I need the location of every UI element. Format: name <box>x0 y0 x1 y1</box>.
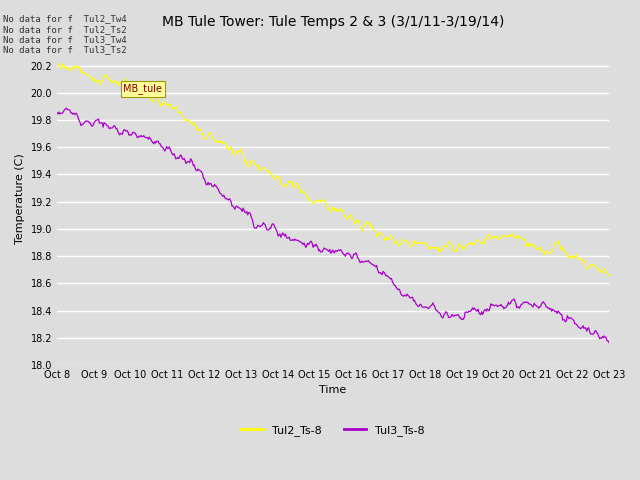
Title: MB Tule Tower: Tule Temps 2 & 3 (3/1/11-3/19/14): MB Tule Tower: Tule Temps 2 & 3 (3/1/11-… <box>162 15 504 29</box>
Text: MB_tule: MB_tule <box>124 84 163 95</box>
X-axis label: Time: Time <box>319 385 346 396</box>
Text: No data for f  Tul2_Tw4
No data for f  Tul2_Ts2
No data for f  Tul3_Tw4
No data : No data for f Tul2_Tw4 No data for f Tul… <box>3 14 127 55</box>
Y-axis label: Temperature (C): Temperature (C) <box>15 153 25 244</box>
Legend: Tul2_Ts-8, Tul3_Ts-8: Tul2_Ts-8, Tul3_Ts-8 <box>237 420 429 440</box>
